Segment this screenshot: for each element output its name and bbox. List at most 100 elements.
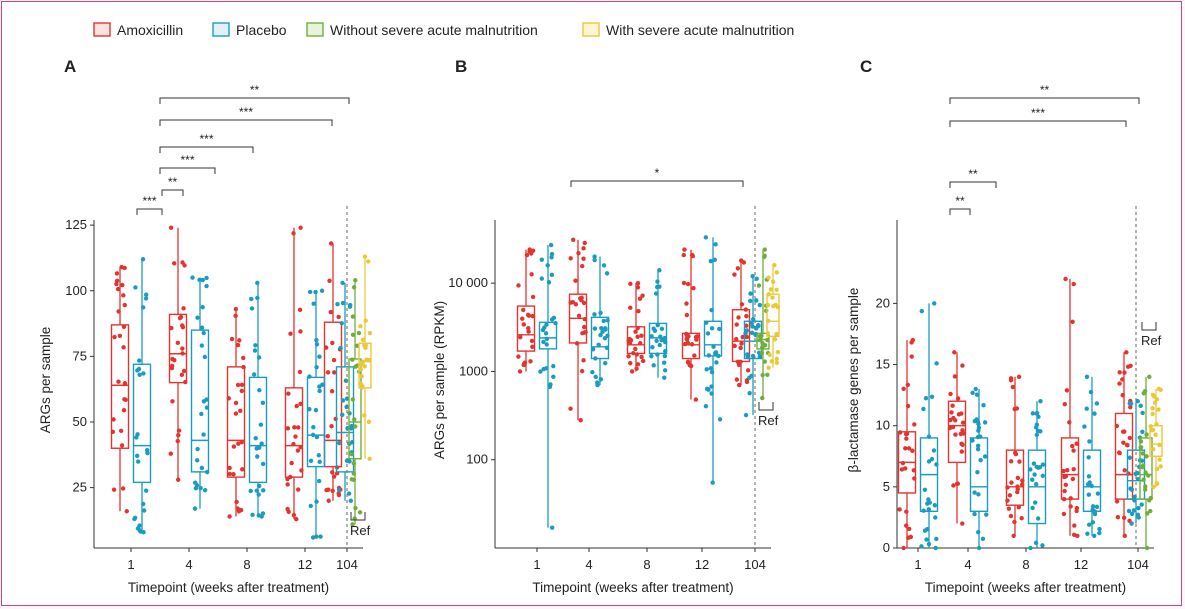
x-tick-label: 12 bbox=[695, 557, 709, 572]
data-point bbox=[1071, 532, 1077, 537]
data-point bbox=[747, 390, 752, 396]
data-point bbox=[141, 371, 146, 376]
data-point bbox=[1122, 429, 1127, 434]
y-tick-label: 125 bbox=[65, 217, 87, 232]
data-point bbox=[734, 377, 740, 382]
data-point bbox=[234, 499, 239, 505]
data-point bbox=[953, 418, 958, 423]
data-point bbox=[634, 366, 639, 371]
box-placebo bbox=[1027, 399, 1047, 551]
data-point bbox=[363, 318, 368, 323]
box-body bbox=[226, 366, 246, 478]
data-point bbox=[1035, 516, 1041, 521]
data-point bbox=[695, 334, 700, 339]
box-amoxicillin bbox=[897, 337, 917, 551]
box-amoxicillin bbox=[1114, 350, 1134, 538]
data-point bbox=[1088, 389, 1094, 395]
data-point bbox=[1092, 411, 1097, 416]
data-point bbox=[598, 310, 603, 316]
data-point bbox=[553, 321, 558, 326]
data-point bbox=[233, 306, 239, 312]
data-point bbox=[298, 401, 303, 407]
data-point bbox=[710, 480, 715, 485]
data-point bbox=[521, 307, 526, 313]
data-point bbox=[910, 448, 915, 453]
data-point bbox=[904, 431, 910, 437]
data-point bbox=[762, 343, 768, 348]
x-tick-label: 4 bbox=[964, 557, 971, 572]
box-placebo bbox=[132, 257, 152, 535]
data-point bbox=[236, 441, 241, 446]
data-point bbox=[181, 306, 186, 311]
y-tick-label: 15 bbox=[876, 357, 890, 372]
data-point bbox=[1115, 514, 1121, 520]
box-amoxicillin bbox=[226, 306, 246, 519]
legend-swatch bbox=[212, 22, 230, 37]
box-with-severe-acute-malnutrition bbox=[765, 262, 781, 370]
data-point bbox=[1157, 442, 1162, 448]
data-point bbox=[294, 516, 299, 522]
box-placebo bbox=[248, 280, 268, 519]
data-point bbox=[549, 255, 554, 260]
box-without-severe-acute-malnutrition bbox=[348, 278, 363, 527]
ref-line bbox=[758, 402, 774, 411]
data-point bbox=[235, 382, 241, 388]
data-point bbox=[121, 345, 126, 350]
data-point bbox=[766, 275, 771, 280]
data-point bbox=[307, 289, 313, 295]
data-point bbox=[362, 364, 367, 369]
data-point bbox=[544, 342, 549, 347]
y-axis-label: β-lactamase genes per sample bbox=[846, 288, 861, 473]
data-point bbox=[352, 417, 357, 422]
data-point bbox=[933, 545, 938, 551]
data-point bbox=[114, 281, 119, 287]
box-body bbox=[681, 332, 701, 360]
y-tick-label: 10 000 bbox=[448, 275, 488, 290]
data-point bbox=[340, 412, 345, 418]
data-point bbox=[1136, 505, 1141, 511]
legend-label: Amoxicillin bbox=[117, 22, 183, 38]
data-point bbox=[544, 336, 550, 342]
y-tick-label: 20 bbox=[876, 295, 890, 310]
data-point bbox=[604, 345, 610, 351]
box-amoxicillin bbox=[168, 225, 188, 482]
data-point bbox=[180, 351, 185, 356]
data-point bbox=[1010, 384, 1016, 390]
data-point bbox=[551, 315, 557, 321]
data-point bbox=[1148, 495, 1153, 501]
data-point bbox=[288, 331, 293, 336]
data-point bbox=[202, 487, 208, 493]
significance-bracket: * bbox=[570, 166, 744, 187]
data-point bbox=[736, 315, 741, 320]
data-point bbox=[1153, 432, 1158, 437]
ref-bracket: Ref bbox=[350, 512, 371, 538]
data-point bbox=[628, 360, 633, 366]
data-point bbox=[194, 483, 200, 488]
data-point bbox=[921, 508, 926, 513]
data-point bbox=[349, 426, 354, 431]
box-amoxicillin bbox=[1005, 374, 1025, 538]
data-point bbox=[314, 499, 319, 504]
data-point bbox=[140, 257, 146, 262]
data-point bbox=[1086, 474, 1092, 479]
box-body bbox=[538, 321, 558, 350]
data-point bbox=[662, 368, 668, 373]
significance-label: * bbox=[655, 166, 660, 180]
data-point bbox=[982, 454, 988, 459]
data-point bbox=[982, 420, 988, 425]
data-point bbox=[526, 313, 532, 318]
box-amoxicillin bbox=[947, 350, 967, 526]
data-point bbox=[1114, 423, 1120, 429]
significance-label: *** bbox=[1031, 106, 1045, 120]
data-point bbox=[298, 445, 303, 450]
panel-b: B 100 1000 10 000 1 4 8 12 104 Timepoint (weeks a… bbox=[432, 57, 781, 595]
data-point bbox=[635, 362, 641, 367]
data-point bbox=[975, 446, 981, 452]
box-amoxicillin bbox=[284, 225, 304, 522]
box-placebo bbox=[969, 386, 989, 551]
data-point bbox=[897, 507, 902, 512]
data-point bbox=[366, 259, 371, 264]
data-point bbox=[140, 305, 146, 310]
significance-label: *** bbox=[239, 105, 253, 119]
data-point bbox=[714, 360, 719, 365]
